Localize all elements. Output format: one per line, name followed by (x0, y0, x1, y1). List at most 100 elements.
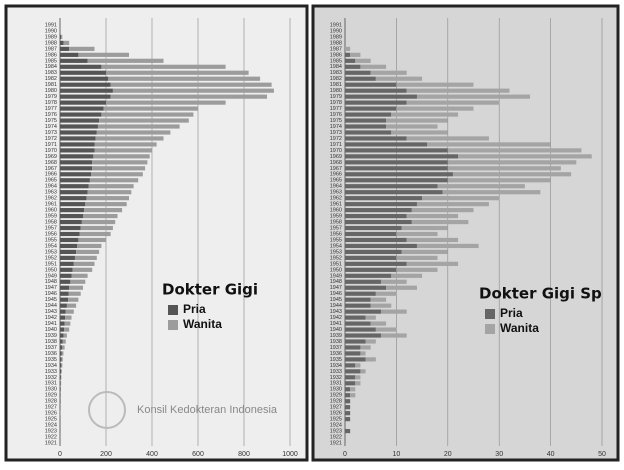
bar-segment (453, 172, 571, 176)
bar-segment (68, 298, 78, 302)
x-tick-label: 40 (547, 451, 555, 458)
bar-segment (65, 316, 71, 320)
bar-segment (360, 369, 365, 373)
bar-segment (74, 262, 95, 266)
bar-segment (95, 142, 157, 146)
bar-segment (345, 226, 402, 230)
bar-segment (360, 65, 386, 69)
bar-segment (60, 118, 99, 122)
bar-segment (60, 238, 78, 242)
bar-segment (60, 208, 84, 212)
bar-segment (60, 274, 72, 278)
bar-segment (60, 124, 98, 128)
bar-segment (345, 286, 386, 290)
bar-segment (443, 190, 541, 194)
bar-segment (345, 59, 355, 63)
x-tick-label: 1000 (282, 451, 298, 458)
bar-segment (345, 148, 448, 152)
bar-segment (371, 304, 392, 308)
legend-swatch (168, 320, 178, 330)
bar-segment (345, 172, 453, 176)
bar-segment (60, 166, 92, 170)
bar-segment (345, 107, 396, 111)
bar-segment (386, 286, 417, 290)
bar-segment (60, 35, 61, 39)
x-tick-label: 0 (58, 451, 62, 458)
bar-segment (60, 190, 88, 194)
bar-segment (350, 393, 355, 397)
bar-segment (77, 244, 101, 248)
bar-segment (438, 184, 525, 188)
bar-segment (60, 327, 64, 331)
bar-segment (391, 130, 448, 134)
x-tick-label: 10 (393, 451, 401, 458)
bar-segment (448, 148, 582, 152)
bar-segment (355, 375, 360, 379)
bar-segment (371, 298, 386, 302)
bar-segment (366, 316, 376, 320)
bar-segment (345, 154, 458, 158)
bar-segment (345, 417, 350, 421)
bar-segment (83, 214, 118, 218)
bar-segment (67, 304, 76, 308)
bar-segment (345, 333, 381, 337)
bar-segment (345, 375, 355, 379)
bar-segment (396, 232, 437, 236)
bar-segment (391, 112, 458, 116)
bar-segment (417, 244, 479, 248)
bar-segment (345, 190, 443, 194)
bar-segment (60, 172, 91, 176)
bar-segment (345, 399, 350, 403)
bar-segment (60, 333, 63, 337)
bar-segment (60, 202, 85, 206)
bar-segment (345, 339, 366, 343)
bar-segment (345, 220, 412, 224)
chart-title: Dokter Gigi (162, 281, 258, 299)
bar-segment (60, 83, 111, 87)
bar-segment (417, 95, 530, 99)
bar-segment (60, 160, 92, 164)
bar-segment (108, 77, 260, 81)
bar-segment (91, 172, 143, 176)
bar-segment (66, 310, 74, 314)
bar-segment (80, 232, 111, 236)
bar-segment (345, 166, 448, 170)
bar-segment (345, 244, 417, 248)
bar-segment (345, 274, 391, 278)
bar-segment (345, 95, 417, 99)
bar-segment (85, 202, 126, 206)
bar-segment (69, 47, 94, 51)
bar-segment (345, 160, 448, 164)
bar-segment (60, 178, 90, 182)
bar-segment (92, 160, 147, 164)
bar-segment (60, 369, 61, 373)
legend-label: Wanita (500, 321, 539, 335)
x-tick-label: 800 (238, 451, 250, 458)
bar-segment (345, 256, 396, 260)
bar-segment (417, 202, 489, 206)
bar-segment (60, 363, 61, 367)
bar-segment (407, 101, 500, 105)
bar-segment (63, 339, 66, 343)
bar-segment (101, 112, 193, 116)
bar-segment (407, 238, 458, 242)
bar-segment (345, 405, 350, 409)
bar-segment (345, 280, 381, 284)
bar-segment (381, 310, 407, 314)
bar-segment (345, 136, 407, 140)
bar-segment (65, 321, 71, 325)
bar-segment (60, 232, 80, 236)
bar-segment (345, 298, 371, 302)
bar-segment (345, 357, 366, 361)
bar-segment (360, 351, 365, 355)
bar-segment (345, 71, 371, 75)
bar-segment (60, 53, 78, 57)
bar-segment (407, 214, 458, 218)
bar-segment (345, 429, 350, 433)
watermark: Konsil Kedokteran Indonesia (137, 404, 278, 416)
bar-segment (396, 268, 437, 272)
bar-segment (113, 89, 274, 93)
bar-segment (350, 53, 360, 57)
bar-segment (427, 142, 550, 146)
bar-segment (61, 35, 62, 39)
